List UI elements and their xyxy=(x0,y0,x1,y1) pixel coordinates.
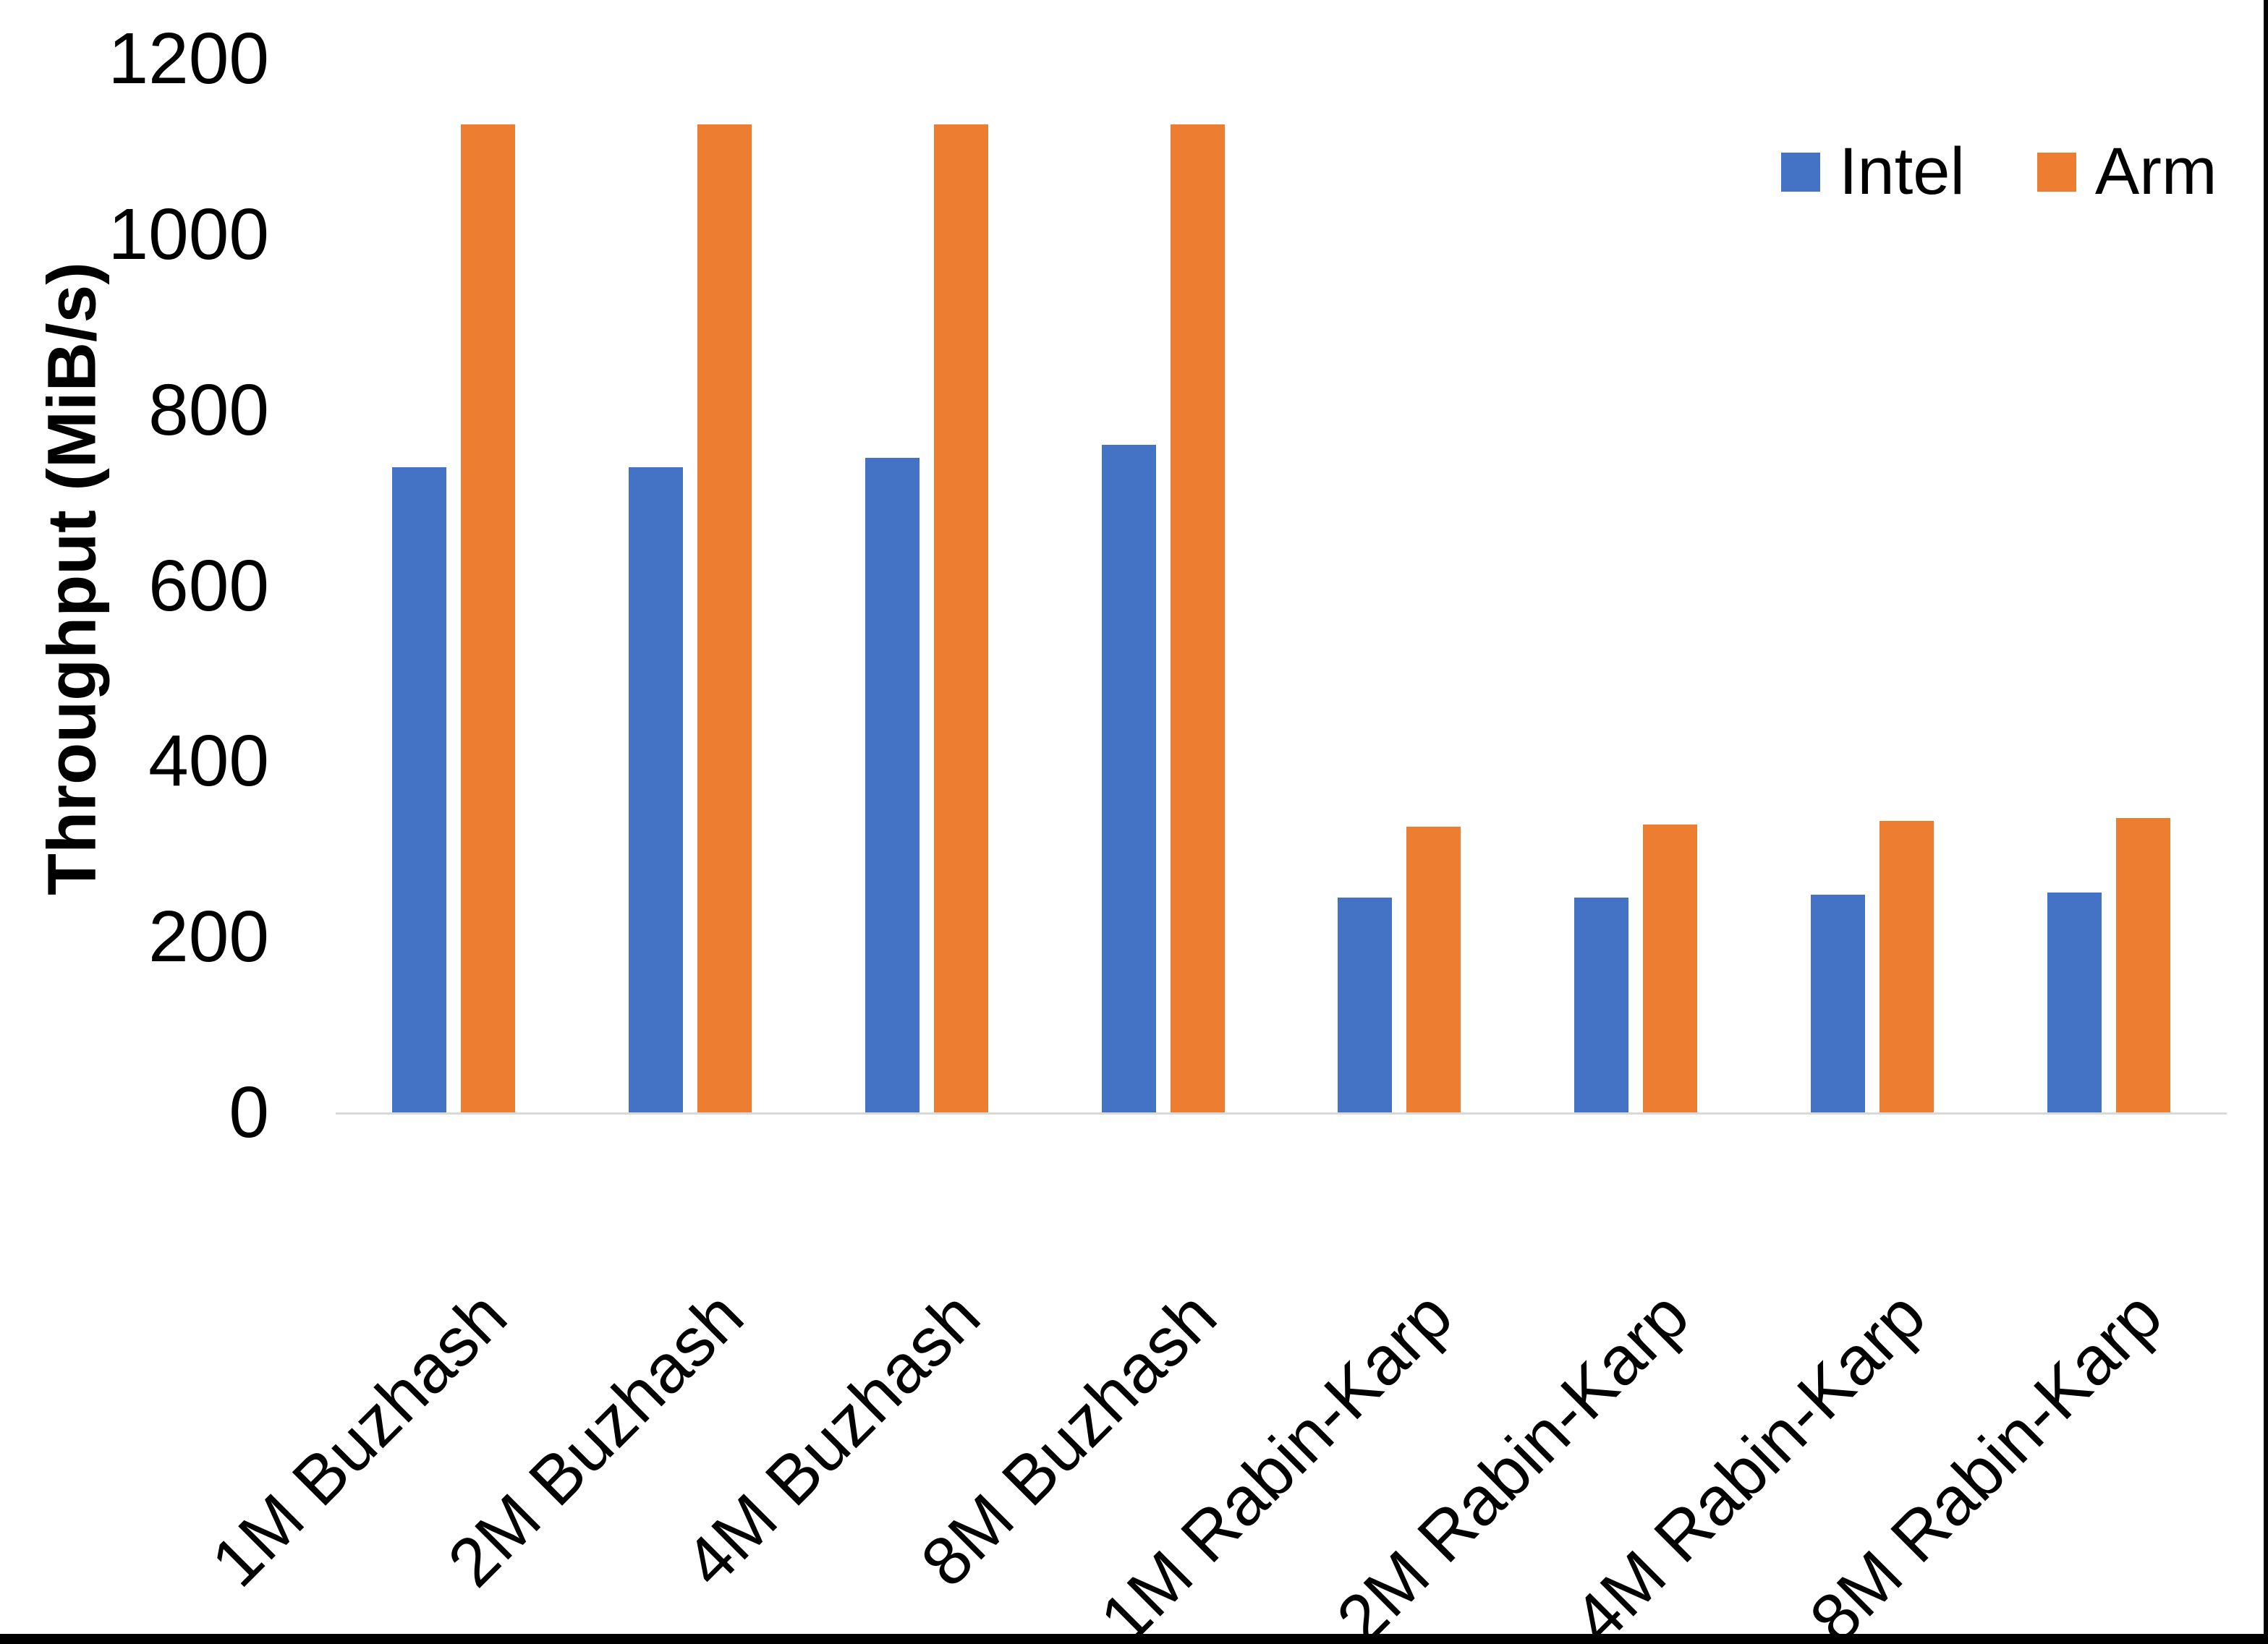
bar-group-2m-buzhash xyxy=(572,59,809,1112)
bar-arm-1m-rabin-karp xyxy=(1406,827,1461,1112)
legend: Intel Arm xyxy=(1781,134,2217,210)
y-tick-label-200: 200 xyxy=(148,896,269,978)
legend-item-intel: Intel xyxy=(1781,134,1965,210)
plot-area xyxy=(336,59,2227,1112)
bar-group-2m-rabin-karp xyxy=(1518,59,1754,1112)
legend-item-arm: Arm xyxy=(2036,134,2217,210)
bar-intel-8m-buzhash xyxy=(1101,445,1156,1112)
y-tick-label-800: 800 xyxy=(148,369,269,451)
arm-series-swatch-icon xyxy=(2036,152,2076,192)
bar-intel-8m-rabin-karp xyxy=(2047,893,2102,1112)
bar-group-1m-rabin-karp xyxy=(1281,59,1518,1112)
bar-intel-2m-rabin-karp xyxy=(1574,898,1629,1112)
legend-label-arm: Arm xyxy=(2094,135,2217,208)
bar-group-8m-buzhash xyxy=(1045,59,1281,1112)
bar-arm-4m-buzhash xyxy=(933,124,988,1112)
bar-group-8m-rabin-karp xyxy=(1990,59,2227,1112)
bar-arm-4m-rabin-karp xyxy=(1879,821,1934,1112)
bar-intel-4m-buzhash xyxy=(865,458,919,1112)
y-tick-label-1000: 1000 xyxy=(108,193,269,275)
bar-group-1m-buzhash xyxy=(336,59,572,1112)
y-tick-label-0: 0 xyxy=(229,1072,269,1153)
intel-series-swatch-icon xyxy=(1781,152,1820,192)
bar-intel-2m-buzhash xyxy=(629,467,684,1112)
y-tick-label-400: 400 xyxy=(148,720,269,802)
legend-label-intel: Intel xyxy=(1839,135,1965,208)
right-border xyxy=(2264,0,2268,1644)
x-axis-line xyxy=(336,1112,2227,1115)
y-tick-label-600: 600 xyxy=(148,545,269,626)
bar-arm-1m-buzhash xyxy=(461,124,516,1112)
bar-arm-8m-buzhash xyxy=(1170,124,1225,1112)
bottom-border xyxy=(0,1634,2268,1644)
bar-arm-2m-rabin-karp xyxy=(1643,825,1698,1112)
bar-intel-1m-rabin-karp xyxy=(1338,898,1393,1112)
bar-group-4m-buzhash xyxy=(809,59,1045,1112)
bar-intel-4m-rabin-karp xyxy=(1810,895,1865,1112)
y-tick-label-1200: 1200 xyxy=(108,18,269,99)
bar-arm-2m-buzhash xyxy=(697,124,752,1112)
bar-arm-8m-rabin-karp xyxy=(2115,818,2170,1112)
bar-intel-1m-buzhash xyxy=(392,467,447,1112)
bar-group-4m-rabin-karp xyxy=(1754,59,1991,1112)
